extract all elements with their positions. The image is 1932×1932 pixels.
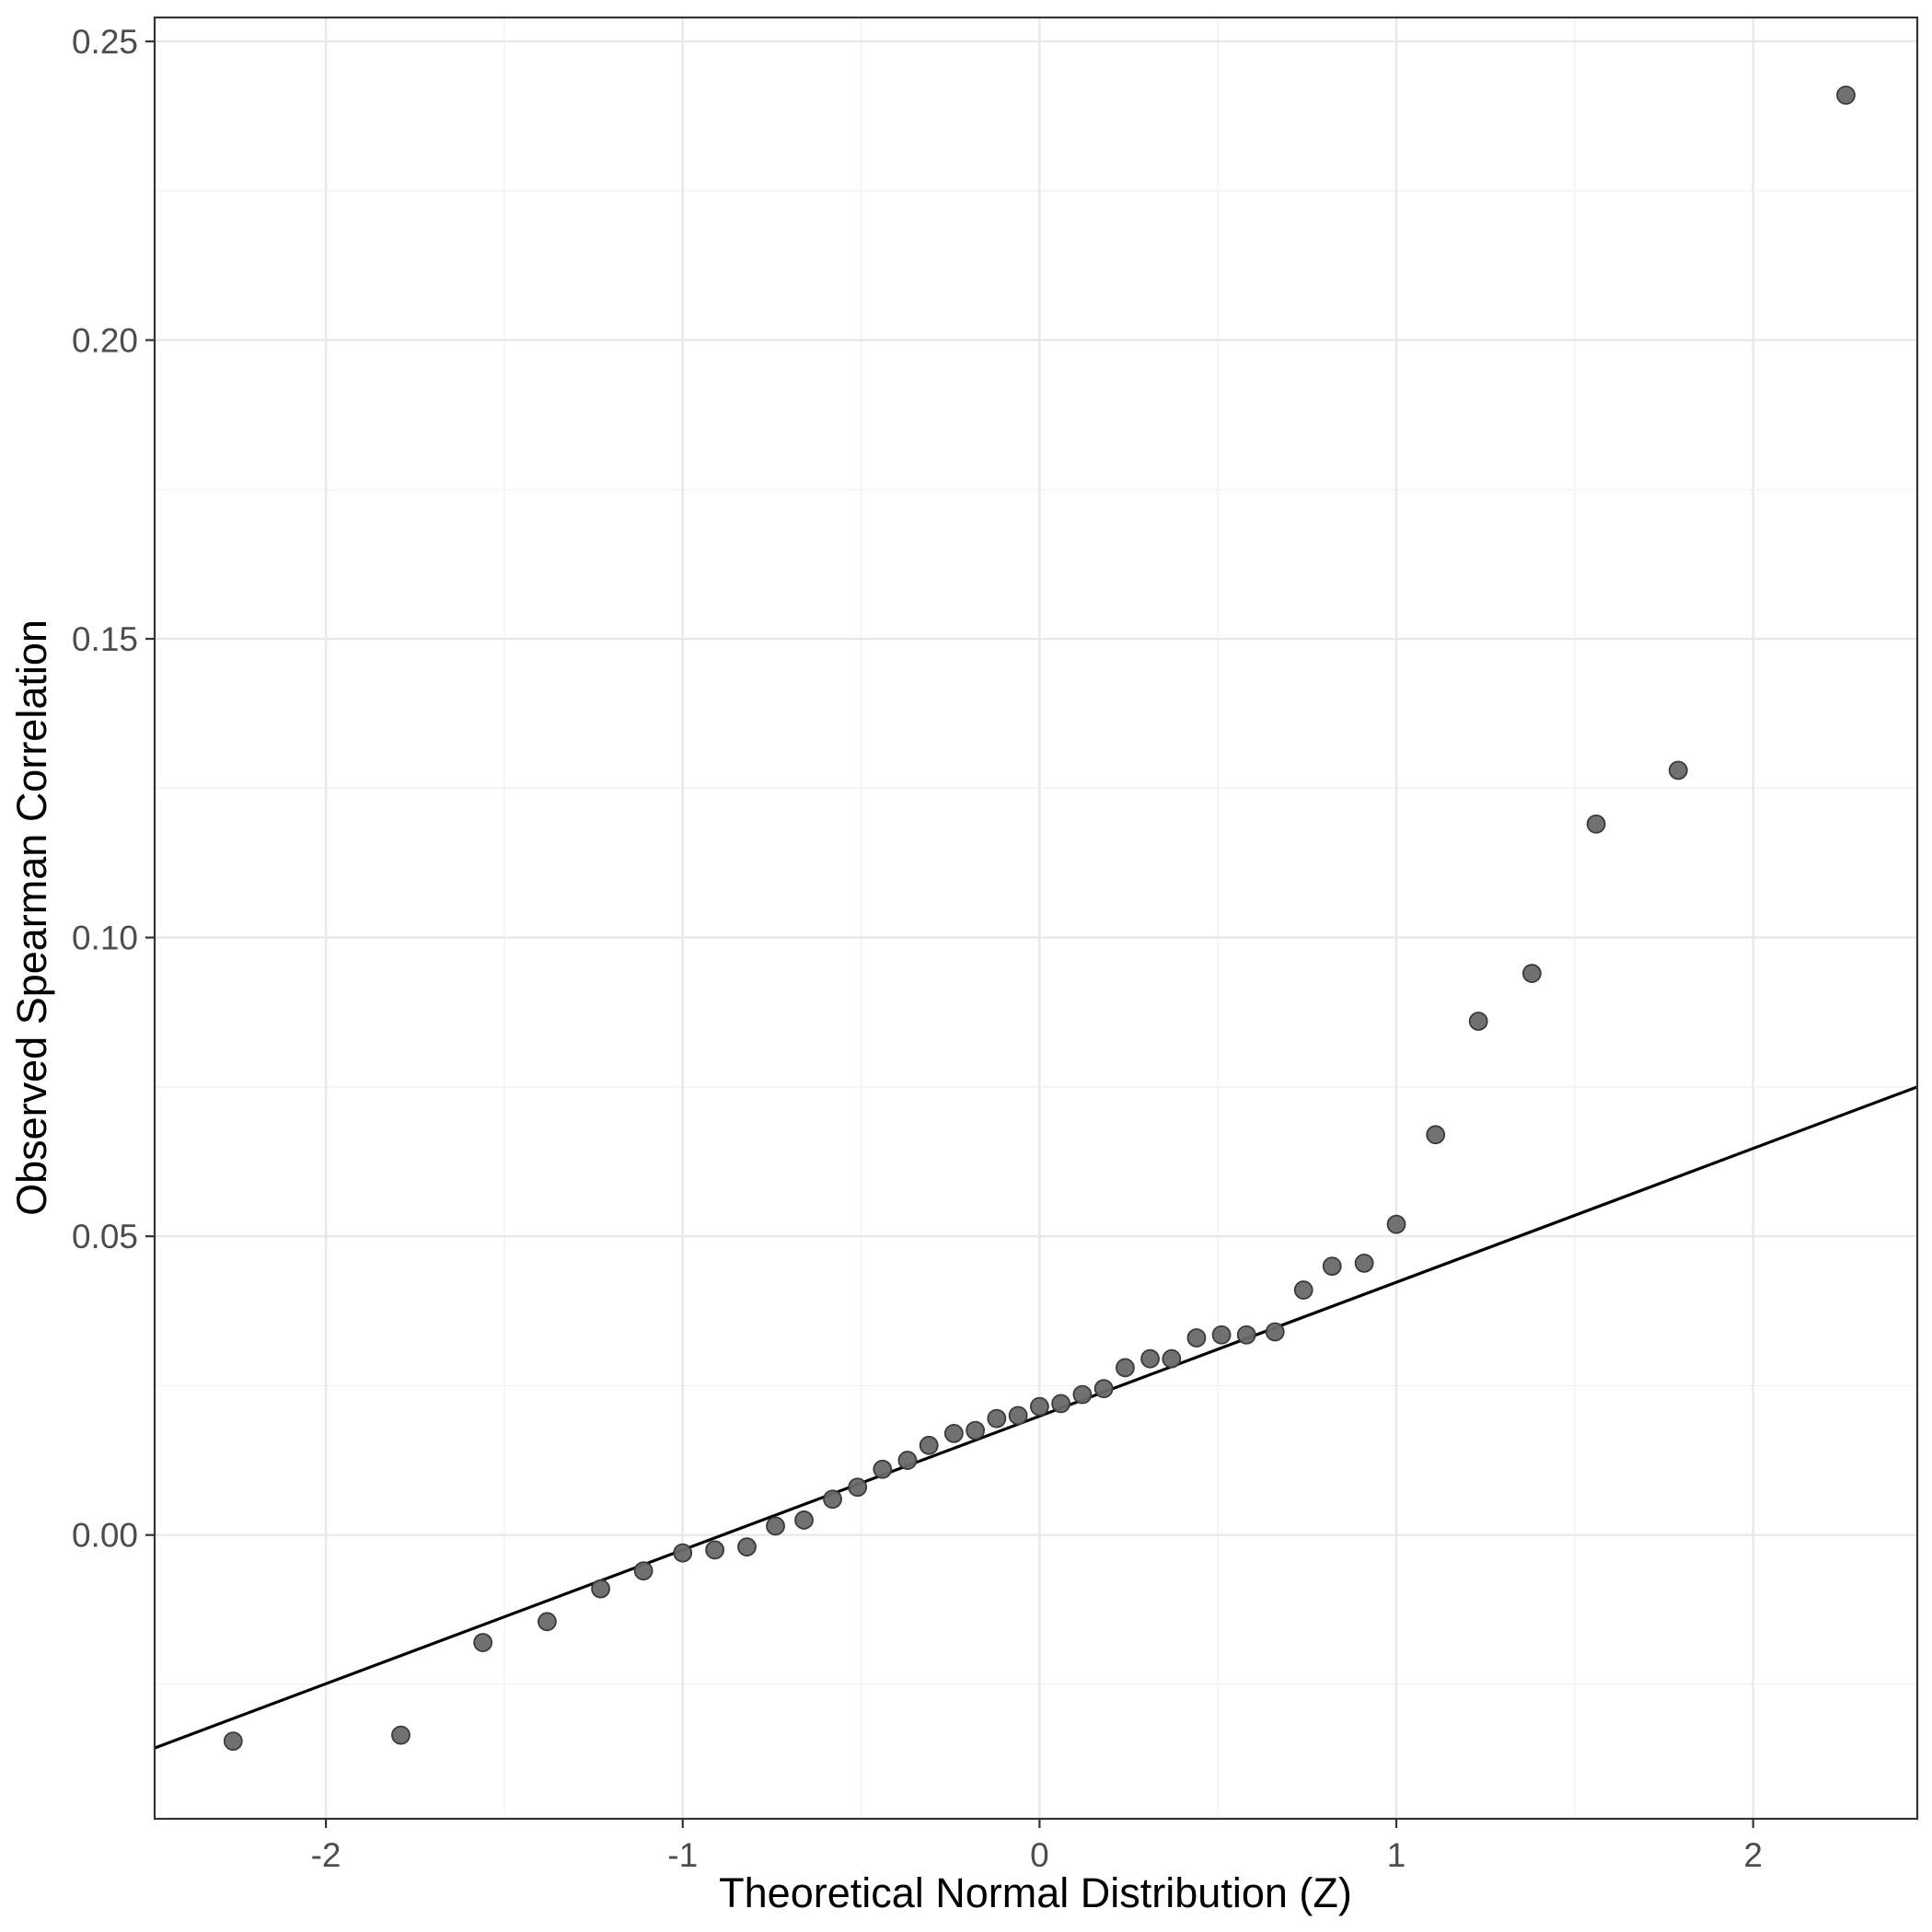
data-point (897, 1451, 918, 1470)
data-point (1186, 1328, 1207, 1348)
data-point (1322, 1256, 1342, 1276)
data-point (1293, 1280, 1313, 1300)
y-tick-label: 0.20 (72, 322, 138, 360)
data-point (1116, 1358, 1135, 1378)
data-point (1354, 1253, 1374, 1273)
data-point (1140, 1348, 1160, 1369)
y-tick-label: 0.00 (72, 1517, 138, 1555)
x-tick-label: 0 (1030, 1836, 1049, 1874)
data-point (538, 1612, 557, 1632)
data-point (1029, 1396, 1049, 1417)
y-axis-title: Observed Spearman Correlation (8, 619, 55, 1216)
data-point (1093, 1379, 1114, 1399)
qq-reference-line (154, 1085, 1918, 1750)
data-point (1236, 1325, 1256, 1345)
x-tick-label: -2 (311, 1836, 341, 1874)
x-tick-label: 2 (1743, 1836, 1763, 1874)
data-point (705, 1540, 725, 1560)
data-point (591, 1579, 610, 1599)
data-point (1072, 1384, 1093, 1405)
data-point (943, 1423, 964, 1443)
y-tick-label: 0.05 (72, 1218, 138, 1255)
data-point (737, 1537, 757, 1557)
data-point (473, 1633, 493, 1652)
data-point (1162, 1348, 1182, 1369)
data-point (766, 1516, 785, 1536)
x-tick-label: -1 (667, 1836, 698, 1874)
x-axis-title: Theoretical Normal Distribution (Z) (719, 1869, 1352, 1916)
data-point (794, 1510, 814, 1530)
data-point (1468, 1012, 1488, 1031)
data-point (1586, 814, 1606, 834)
data-point (633, 1561, 654, 1581)
y-tick-label: 0.25 (72, 23, 138, 61)
data-point (848, 1477, 868, 1498)
plot-layer: -2 -1 0 1 2 0.00 0.05 0.10 0.15 0.20 0.25 (72, 16, 1919, 1874)
y-tick-label: 0.10 (72, 920, 138, 957)
data-point (223, 1731, 243, 1752)
data-point (1668, 760, 1688, 781)
data-point (1836, 85, 1856, 105)
y-tick-label: 0.15 (72, 620, 138, 658)
data-point (1521, 964, 1542, 983)
data-point (1211, 1325, 1232, 1345)
panel-border (153, 16, 1919, 1821)
data-point (987, 1408, 1007, 1429)
panel-background (155, 17, 1917, 1819)
data-point (1426, 1125, 1446, 1145)
x-tick-label: 1 (1387, 1836, 1406, 1874)
data-point (1386, 1214, 1406, 1234)
data-point (919, 1435, 939, 1455)
data-point (823, 1489, 842, 1510)
data-point (1051, 1394, 1071, 1414)
data-point (1265, 1322, 1285, 1342)
data-point (873, 1459, 893, 1479)
data-point (966, 1420, 985, 1440)
data-point (673, 1543, 693, 1563)
data-point (391, 1725, 411, 1745)
data-point (1008, 1406, 1028, 1426)
